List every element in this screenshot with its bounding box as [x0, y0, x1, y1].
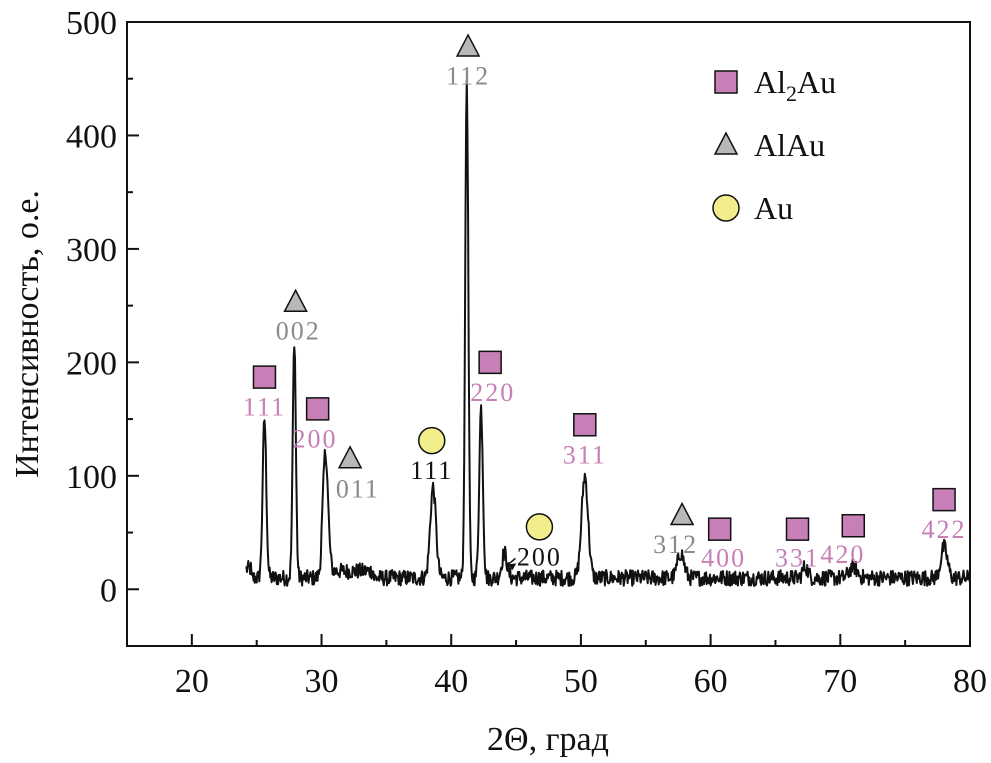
al2au-marker: [252, 365, 277, 389]
y-tick-label: 100: [66, 459, 117, 496]
x-tick-label: 80: [953, 663, 987, 700]
peak-label: 111: [243, 393, 286, 422]
peak-annotations: 111 002 200 011 111 112 220 200 311 312 400 331 420 4…: [243, 33, 967, 573]
legend: Al2Au AlAu Au: [712, 64, 836, 226]
axis-ticks: 20 30 40 50 60 70 80 0 100 200 300 400 500: [66, 5, 987, 700]
y-tick-label: 200: [66, 345, 117, 382]
x-tick-label: 50: [564, 663, 598, 700]
alau-marker: [283, 288, 308, 312]
peak-label: 220: [470, 378, 515, 407]
y-tick-label: 300: [66, 232, 117, 269]
arrow-head: [508, 563, 517, 571]
legend-alau-marker: [713, 131, 739, 155]
x-tick-label: 20: [175, 663, 209, 700]
peak-label: 112: [446, 61, 490, 90]
y-tick-label: 500: [66, 5, 117, 42]
al2au-marker: [573, 413, 597, 437]
alau-marker: [337, 445, 363, 469]
alau-marker: [455, 33, 481, 57]
peak-label: 420: [820, 540, 865, 569]
plot-frame: [126, 21, 971, 647]
legend-label: Al2Au: [754, 64, 836, 106]
al2au-marker: [707, 517, 732, 541]
x-tick-label: 70: [823, 663, 857, 700]
peak-label: 400: [701, 544, 746, 573]
y-axis-title: Интенсивность, о.е.: [9, 190, 46, 478]
al2au-marker: [305, 397, 330, 421]
alau-marker: [669, 501, 695, 526]
arrow-line: [507, 557, 516, 565]
peak-label: 331: [775, 544, 820, 573]
peak-label: 011: [336, 474, 380, 503]
legend-au-marker: [712, 194, 740, 222]
al2au-marker: [932, 487, 956, 512]
au-marker: [418, 426, 446, 455]
x-tick-label: 30: [305, 663, 339, 700]
peak-label: 111: [410, 456, 453, 485]
y-tick-label: 400: [66, 118, 117, 155]
legend-al2au-marker: [714, 70, 738, 94]
legend-label: AlAu: [754, 127, 825, 163]
peak-label: 200: [517, 542, 562, 571]
x-axis-title: 2Θ, град: [487, 721, 609, 758]
xrd-series: [245, 78, 971, 587]
x-tick-label: 40: [434, 663, 468, 700]
al2au-marker: [478, 350, 502, 375]
y-tick-label: 0: [100, 572, 117, 609]
x-tick-label: 60: [694, 663, 728, 700]
au-marker: [525, 513, 554, 541]
peak-label: 002: [276, 317, 321, 346]
al2au-marker: [841, 513, 866, 538]
legend-label: Au: [754, 190, 793, 226]
peak-label: 422: [922, 515, 967, 544]
al2au-marker: [785, 517, 810, 541]
peak-label: 311: [563, 440, 607, 469]
series-line: [245, 78, 971, 587]
peak-label: 312: [653, 530, 698, 559]
peak-label: 200: [293, 424, 338, 453]
